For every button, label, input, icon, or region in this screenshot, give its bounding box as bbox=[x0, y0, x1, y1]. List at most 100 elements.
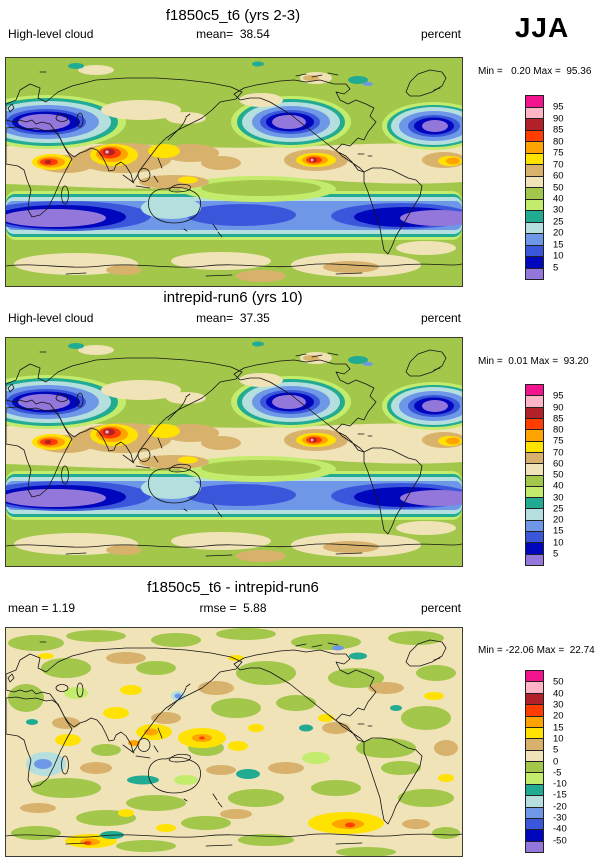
colorbar-cell bbox=[526, 256, 543, 268]
colorbar-cell bbox=[526, 233, 543, 245]
colorbar-level-label: 95 bbox=[553, 101, 564, 113]
colorbar-level-label: 50 bbox=[553, 676, 564, 688]
colorbar-cell bbox=[526, 704, 543, 716]
colorbar-level-label: 25 bbox=[553, 503, 564, 514]
colorbar-level-label: -15 bbox=[553, 789, 567, 801]
map-model1 bbox=[5, 57, 463, 287]
panel2-units-label: percent bbox=[420, 311, 461, 325]
colorbar-cell bbox=[526, 497, 543, 509]
colorbar-cell bbox=[526, 772, 543, 784]
panel3-minmax-label: Min = -22.06 Max = 22.74 bbox=[478, 645, 595, 656]
colorbar-cell bbox=[526, 187, 543, 199]
colorbar-cell bbox=[526, 175, 543, 187]
colorbar-level-label: 10 bbox=[553, 536, 564, 548]
colorbar-cell bbox=[526, 474, 543, 486]
panel3-units-label: percent bbox=[420, 601, 461, 615]
colorbar-level-label: 40 bbox=[553, 687, 564, 699]
colorbar-level-label: -10 bbox=[553, 778, 567, 790]
panel2-subtitle-row: High-level cloud mean= 37.35 percent bbox=[5, 311, 461, 325]
colorbar-level-label: -20 bbox=[553, 801, 567, 812]
colorbar-cell bbox=[526, 244, 543, 256]
colorbar-cell bbox=[526, 795, 543, 807]
colorbar-level-label: 25 bbox=[553, 216, 564, 228]
season-label: JJA bbox=[514, 12, 570, 43]
colorbar-level-label: 50 bbox=[553, 469, 564, 481]
colorbar-cell bbox=[526, 553, 543, 565]
colorbar-cell bbox=[526, 267, 543, 279]
colorbar-level-label: 15 bbox=[553, 238, 564, 250]
colorbar-cell bbox=[526, 817, 543, 830]
colorbar-cell bbox=[526, 164, 543, 176]
colorbar-level-label: 75 bbox=[553, 147, 564, 159]
colorbar-level-label: 10 bbox=[553, 250, 564, 262]
colorbar-cell bbox=[526, 395, 543, 407]
colorbar-cell bbox=[526, 152, 543, 164]
colorbar-level-label: 85 bbox=[553, 413, 564, 424]
colorbar-cell bbox=[526, 141, 543, 153]
colorbar-cell bbox=[526, 440, 543, 452]
panel3-subtitle-row: mean = 1.19 rmse = 5.88 percent bbox=[5, 601, 461, 615]
colorbar-level-label: 80 bbox=[553, 136, 564, 147]
colorbar-cell bbox=[526, 385, 543, 396]
map-model2 bbox=[5, 337, 463, 567]
colorbar-level-label: 30 bbox=[553, 699, 564, 711]
colorbar-cell bbox=[526, 417, 543, 430]
panel1-units-label: percent bbox=[420, 27, 461, 41]
colorbar-cell bbox=[526, 692, 543, 705]
colorbar-cell bbox=[526, 429, 543, 441]
panel2-variable-label: High-level cloud bbox=[8, 311, 94, 325]
colorbar-level-label: 40 bbox=[553, 193, 564, 205]
colorbar-cell bbox=[526, 221, 543, 233]
colorbar-cell bbox=[526, 519, 543, 532]
colorbar-cell bbox=[526, 749, 543, 761]
panel1-variable-label: High-level cloud bbox=[8, 27, 94, 41]
colorbar-cell bbox=[526, 715, 543, 727]
colorbar-level-label: 70 bbox=[553, 158, 564, 170]
panel3-colorbar: 50 40 30 20 15 10 5 0 -5 -10 -15 -20 -30 -40 -50 bbox=[525, 670, 567, 853]
colorbar-cell bbox=[526, 783, 543, 796]
colorbar-level-label: 75 bbox=[553, 435, 564, 447]
colorbar-level-label: -30 bbox=[553, 812, 567, 824]
colorbar-cell bbox=[526, 485, 543, 498]
colorbar-level-label: 15 bbox=[553, 721, 564, 733]
panel3-mean-label: mean = 1.19 bbox=[8, 601, 76, 615]
panel2-minmax-label: Min = 0.01 Max = 93.20 bbox=[478, 356, 589, 367]
colorbar-level-label: 85 bbox=[553, 124, 564, 136]
colorbar-cell bbox=[526, 198, 543, 210]
colorbar-cell bbox=[526, 129, 543, 141]
colorbar-level-label: 95 bbox=[553, 390, 564, 402]
colorbar-cell bbox=[526, 671, 543, 682]
colorbar-cell bbox=[526, 451, 543, 464]
panel3-title: f1850c5_t6 - intrepid-run6 bbox=[147, 579, 319, 596]
colorbar-level-label: 40 bbox=[553, 480, 564, 492]
colorbar-cell bbox=[526, 726, 543, 739]
colorbar-cell bbox=[526, 542, 543, 554]
colorbar-cell bbox=[526, 761, 543, 773]
panel2-mean-label: mean= 37.35 bbox=[196, 311, 270, 325]
colorbar-cell bbox=[526, 531, 543, 543]
colorbar-level-label: 10 bbox=[553, 733, 564, 745]
colorbar-level-label: 20 bbox=[553, 227, 564, 239]
colorbar-level-label: -40 bbox=[553, 823, 567, 835]
colorbar-level-label: 15 bbox=[553, 525, 564, 537]
colorbar-level-label: 30 bbox=[553, 491, 564, 503]
map-difference bbox=[5, 627, 463, 857]
colorbar-cell bbox=[526, 681, 543, 693]
colorbar-level-label: 20 bbox=[553, 514, 564, 526]
colorbar-level-label: 20 bbox=[553, 710, 564, 722]
colorbar-cell bbox=[526, 806, 543, 818]
colorbar-level-label: 30 bbox=[553, 204, 564, 216]
panel1-colorbar: 95 90 85 80 75 70 60 50 40 30 25 20 15 10 5 bbox=[525, 95, 564, 280]
colorbar-cell bbox=[526, 508, 543, 520]
colorbar-cell bbox=[526, 463, 543, 475]
colorbar-cell bbox=[526, 840, 543, 852]
colorbar-cell bbox=[526, 118, 543, 130]
colorbar-level-label: 90 bbox=[553, 401, 564, 413]
panel1-subtitle-row: High-level cloud mean= 38.54 percent bbox=[5, 27, 461, 41]
colorbar-level-label: 60 bbox=[553, 458, 564, 469]
colorbar-cell bbox=[526, 96, 543, 107]
colorbar-cell bbox=[526, 738, 543, 750]
colorbar-level-label: 50 bbox=[553, 181, 564, 193]
colorbar-level-label: 70 bbox=[553, 446, 564, 458]
panel3-rmse-label: rmse = 5.88 bbox=[199, 601, 267, 615]
